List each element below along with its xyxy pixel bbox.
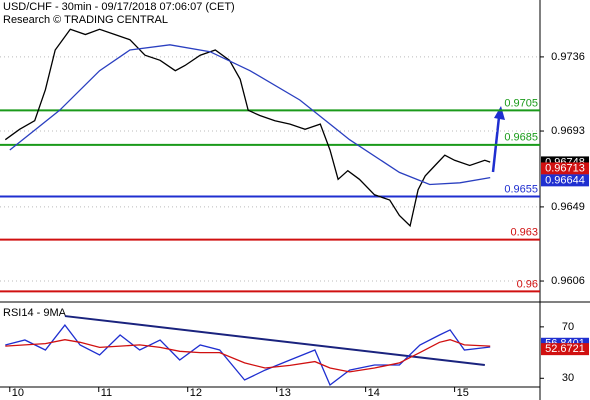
- y-tick-label: 0.9649: [551, 201, 585, 213]
- chart-subtitle: Research © TRADING CENTRAL: [3, 14, 168, 26]
- x-tick-label: 10: [12, 387, 24, 399]
- price-tag: [541, 162, 589, 175]
- level-label: 0.9705: [504, 97, 538, 109]
- y-tick-label: 0.9606: [551, 275, 585, 287]
- price-tag-label: 0.96644: [545, 174, 585, 186]
- series-line: [5, 339, 491, 373]
- x-tick-label: 14: [368, 387, 380, 399]
- chart-title: USD/CHF - 30min - 09/17/2018 07:06:07 (C…: [3, 1, 235, 13]
- series-line: [9, 44, 491, 186]
- price-tag-label: 52.6721: [545, 343, 585, 355]
- y-tick-label: 0.9693: [551, 125, 585, 137]
- trend-line: [64, 315, 485, 367]
- level-label: 0.9655: [504, 183, 538, 195]
- y-tick-label: 0.9736: [551, 51, 585, 63]
- level-label: 0.963: [510, 227, 538, 239]
- arrow-head: [494, 106, 505, 120]
- x-tick-label: 15: [457, 387, 469, 399]
- level-label: 0.9685: [504, 132, 538, 144]
- price-tag: [541, 174, 589, 187]
- price-tag-label: 0.96713: [545, 162, 585, 174]
- x-tick-label: 13: [279, 387, 291, 399]
- x-tick-label: 11: [101, 387, 112, 399]
- level-label: 0.96: [517, 278, 538, 290]
- y-tick-label: 30: [562, 372, 574, 384]
- series-line: [5, 324, 491, 387]
- x-tick-label: 12: [190, 387, 202, 399]
- price-tag: [541, 343, 589, 356]
- panel-title: RSI14 - 9MA: [3, 307, 67, 319]
- series-line: [4, 28, 491, 228]
- y-tick-label: 70: [562, 321, 574, 333]
